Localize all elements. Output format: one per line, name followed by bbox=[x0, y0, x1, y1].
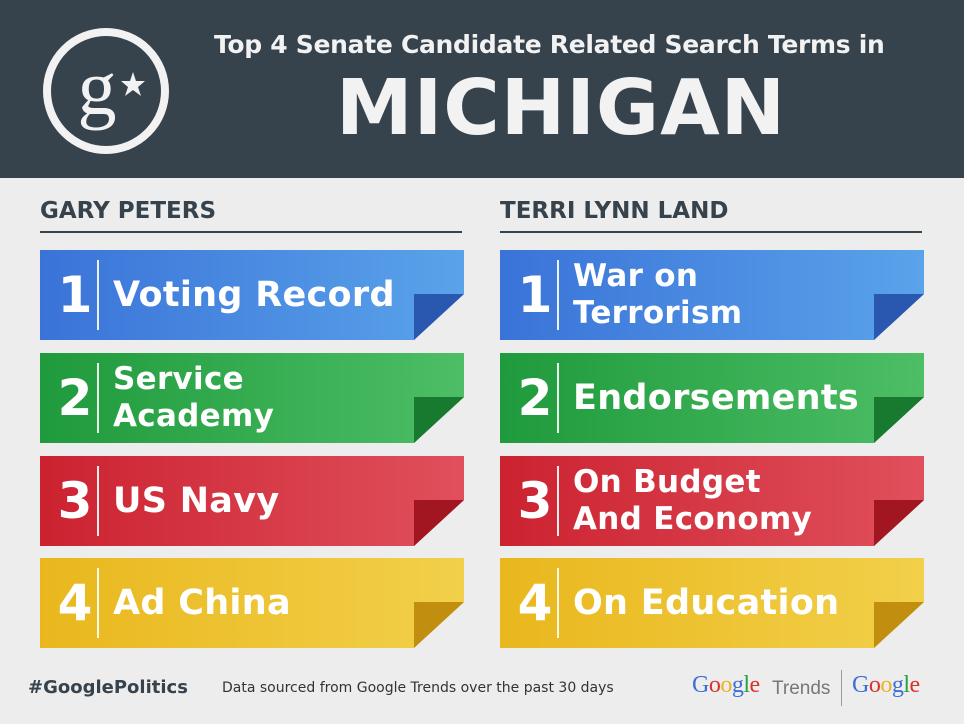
rank-number: 3 bbox=[57, 472, 93, 530]
divider-left bbox=[40, 231, 462, 233]
ranked-term-right-1: 1 War on Terrorism bbox=[500, 250, 924, 340]
rank-separator bbox=[97, 466, 99, 536]
rank-number: 2 bbox=[57, 369, 93, 427]
ranked-term-right-3: 3 On Budget And Economy bbox=[500, 456, 924, 546]
ranked-term-left-1: 1 Voting Record bbox=[40, 250, 464, 340]
ribbon-background bbox=[500, 558, 924, 648]
candidate-name-left: GARY PETERS bbox=[40, 198, 217, 224]
ribbon-background bbox=[40, 558, 464, 648]
candidate-name-right: TERRI LYNN LAND bbox=[500, 198, 729, 224]
rank-separator bbox=[97, 568, 99, 638]
google-plus-logo-icon: g bbox=[43, 28, 169, 154]
search-term: Voting Record bbox=[113, 275, 395, 315]
search-term: On Budget And Economy bbox=[573, 464, 813, 537]
ribbon-background bbox=[500, 250, 924, 340]
ribbon-background bbox=[500, 353, 924, 443]
search-term: On Education bbox=[573, 583, 840, 623]
rank-number: 4 bbox=[57, 574, 93, 632]
ranked-term-left-4: 4 Ad China bbox=[40, 558, 464, 648]
svg-text:g: g bbox=[78, 44, 117, 131]
ranked-term-left-3: 3 US Navy bbox=[40, 456, 464, 546]
google-trends-logo: Google bbox=[692, 672, 760, 698]
rank-number: 1 bbox=[517, 266, 553, 324]
trends-label: Trends bbox=[772, 678, 831, 699]
page-title: MICHIGAN bbox=[336, 64, 787, 153]
rank-number: 4 bbox=[517, 574, 553, 632]
ranked-term-left-2: 2 Service Academy bbox=[40, 353, 464, 443]
rank-separator bbox=[557, 260, 559, 330]
search-term: US Navy bbox=[113, 481, 280, 521]
search-term: War on Terrorism bbox=[573, 258, 743, 331]
search-term: Ad China bbox=[113, 583, 291, 623]
rank-separator bbox=[97, 363, 99, 433]
rank-number: 2 bbox=[517, 369, 553, 427]
brand-divider bbox=[841, 670, 842, 706]
page-subtitle: Top 4 Senate Candidate Related Search Te… bbox=[214, 30, 885, 59]
ribbon-background bbox=[40, 456, 464, 546]
rank-number: 1 bbox=[57, 266, 93, 324]
ribbon-background bbox=[500, 456, 924, 546]
google-logo: Google bbox=[852, 672, 920, 698]
header-banner: g Top 4 Senate Candidate Related Search … bbox=[0, 0, 964, 178]
rank-separator bbox=[557, 466, 559, 536]
rank-separator bbox=[97, 260, 99, 330]
ribbon-background bbox=[40, 250, 464, 340]
ranked-term-right-2: 2 Endorsements bbox=[500, 353, 924, 443]
divider-right bbox=[500, 231, 922, 233]
search-term: Service Academy bbox=[113, 361, 275, 434]
search-term: Endorsements bbox=[573, 378, 860, 418]
ribbon-background bbox=[40, 353, 464, 443]
rank-separator bbox=[557, 568, 559, 638]
rank-number: 3 bbox=[517, 472, 553, 530]
ranked-term-right-4: 4 On Education bbox=[500, 558, 924, 648]
rank-separator bbox=[557, 363, 559, 433]
data-source-note: Data sourced from Google Trends over the… bbox=[222, 680, 614, 696]
hashtag: #GooglePolitics bbox=[28, 677, 188, 698]
